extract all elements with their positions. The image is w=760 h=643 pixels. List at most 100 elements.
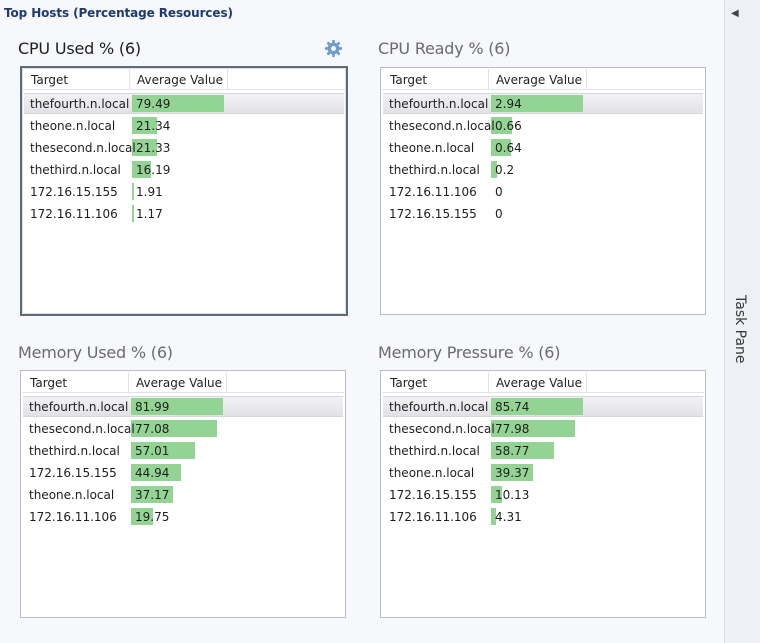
table-row[interactable]: 172.16.15.155 0 [383, 203, 703, 224]
column-header-target[interactable]: Target [390, 73, 428, 87]
cpu-ready-title: CPU Ready % (6) [378, 39, 511, 58]
memory-pressure-title: Memory Pressure % (6) [378, 343, 561, 362]
table-row[interactable]: thethird.n.local 16.19 [24, 159, 344, 180]
cell-average-value: 2.94 [495, 97, 522, 111]
task-pane-label[interactable]: Task Pane [732, 295, 748, 364]
table-row[interactable]: theone.n.local 37.17 [23, 484, 343, 505]
cell-target: thesecond.n.local [389, 119, 495, 133]
cell-target: thethird.n.local [29, 444, 120, 458]
cell-target: theone.n.local [29, 488, 115, 502]
table-row[interactable]: theone.n.local 0.64 [383, 137, 703, 158]
grid-header: Target Average Value [382, 372, 704, 393]
table-row[interactable]: thethird.n.local 58.77 [383, 440, 703, 461]
cell-target: theone.n.local [389, 466, 475, 480]
cell-average-value: 39.37 [495, 466, 530, 480]
cell-average-value: 0 [495, 207, 503, 221]
table-row[interactable]: theone.n.local 21.34 [24, 115, 344, 136]
cell-average-value: 4.31 [495, 510, 522, 524]
cell-target: 172.16.11.106 [389, 510, 477, 524]
value-bar [491, 161, 497, 178]
column-header-target[interactable]: Target [31, 73, 69, 87]
table-row[interactable]: 172.16.15.155 1.91 [24, 181, 344, 202]
table-row[interactable]: thefourth.n.local 85.74 [383, 396, 703, 417]
grid-header: Target Average Value [22, 372, 344, 393]
table-row[interactable]: 172.16.11.106 1.17 [24, 203, 344, 224]
table-row[interactable]: thesecond.n.local 21.33 [24, 137, 344, 158]
cell-target: 172.16.11.106 [30, 207, 118, 221]
cell-target: 172.16.11.106 [389, 185, 477, 199]
chevron-left-icon[interactable]: ◀ [731, 8, 739, 19]
column-divider[interactable] [129, 69, 130, 89]
cell-average-value: 58.77 [495, 444, 530, 458]
table-row[interactable]: thefourth.n.local 79.49 [24, 93, 344, 114]
cell-average-value: 21.33 [136, 141, 171, 155]
cell-average-value: 10.13 [495, 488, 530, 502]
column-divider[interactable] [226, 372, 227, 392]
cell-target: thefourth.n.local [389, 400, 489, 414]
memory-used-title: Memory Used % (6) [18, 343, 173, 362]
cpu-ready-grid[interactable]: Target Average Value thefourth.n.local 2.94… [380, 67, 706, 315]
value-bar [131, 464, 181, 481]
column-header-target[interactable]: Target [390, 376, 428, 390]
cell-average-value: 0.64 [495, 141, 522, 155]
table-row[interactable]: thefourth.n.local 81.99 [23, 396, 343, 417]
column-divider[interactable] [488, 372, 489, 392]
cell-target: 172.16.15.155 [30, 185, 118, 199]
value-bar [491, 95, 583, 112]
column-header-average[interactable]: Average Value [496, 376, 583, 390]
cell-average-value: 1.91 [136, 185, 163, 199]
value-bar [132, 183, 134, 200]
cell-target: thefourth.n.local [389, 97, 489, 111]
table-row[interactable]: 172.16.11.106 0 [383, 181, 703, 202]
table-row[interactable]: thethird.n.local 57.01 [23, 440, 343, 461]
grid-header: Target Average Value [382, 69, 704, 90]
value-bar [491, 117, 512, 134]
table-row[interactable]: thesecond.n.local 77.08 [23, 418, 343, 439]
memory-pressure-grid[interactable]: Target Average Value thefourth.n.local 85.7… [380, 370, 706, 618]
column-divider[interactable] [586, 69, 587, 89]
table-row[interactable]: 172.16.11.106 4.31 [383, 506, 703, 527]
value-bar [131, 486, 173, 503]
column-header-average[interactable]: Average Value [496, 73, 583, 87]
column-header-average[interactable]: Average Value [137, 73, 224, 87]
task-pane[interactable] [725, 0, 760, 643]
cell-average-value: 19.75 [135, 510, 170, 524]
cell-average-value: 57.01 [135, 444, 170, 458]
gear-icon[interactable] [324, 39, 343, 58]
cell-average-value: 77.98 [495, 422, 530, 436]
cell-target: 172.16.11.106 [29, 510, 117, 524]
cell-target: thethird.n.local [389, 444, 480, 458]
column-divider[interactable] [488, 69, 489, 89]
cell-target: 172.16.15.155 [389, 488, 477, 502]
column-divider[interactable] [586, 372, 587, 392]
table-row[interactable]: thesecond.n.local 0.66 [383, 115, 703, 136]
value-bar [132, 161, 151, 178]
cell-average-value: 0.66 [495, 119, 522, 133]
cell-target: thethird.n.local [389, 163, 480, 177]
value-bar [131, 508, 153, 525]
table-row[interactable]: thesecond.n.local 77.98 [383, 418, 703, 439]
memory-used-grid[interactable]: Target Average Value thefourth.n.local 81.9… [20, 370, 346, 618]
table-row[interactable]: 172.16.15.155 44.94 [23, 462, 343, 483]
column-divider[interactable] [128, 372, 129, 392]
table-row[interactable]: thethird.n.local 0.2 [383, 159, 703, 180]
table-row[interactable]: theone.n.local 39.37 [383, 462, 703, 483]
value-bar [132, 95, 224, 112]
cell-average-value: 81.99 [135, 400, 170, 414]
table-row[interactable]: thefourth.n.local 2.94 [383, 93, 703, 114]
value-bar [491, 442, 554, 459]
value-bar [132, 205, 134, 222]
cpu-used-title: CPU Used % (6) [18, 39, 141, 58]
cell-target: thefourth.n.local [30, 97, 130, 111]
column-header-average[interactable]: Average Value [136, 376, 223, 390]
value-bar [132, 117, 157, 134]
table-row[interactable]: 172.16.15.155 10.13 [383, 484, 703, 505]
cell-average-value: 85.74 [495, 400, 530, 414]
value-bar [491, 464, 533, 481]
cpu-used-grid[interactable]: Target Average Value thefourth.n.local 79.4… [20, 66, 348, 316]
value-bar [491, 420, 575, 437]
cell-target: thesecond.n.local [30, 141, 136, 155]
table-row[interactable]: 172.16.11.106 19.75 [23, 506, 343, 527]
column-divider[interactable] [227, 69, 228, 89]
column-header-target[interactable]: Target [30, 376, 68, 390]
